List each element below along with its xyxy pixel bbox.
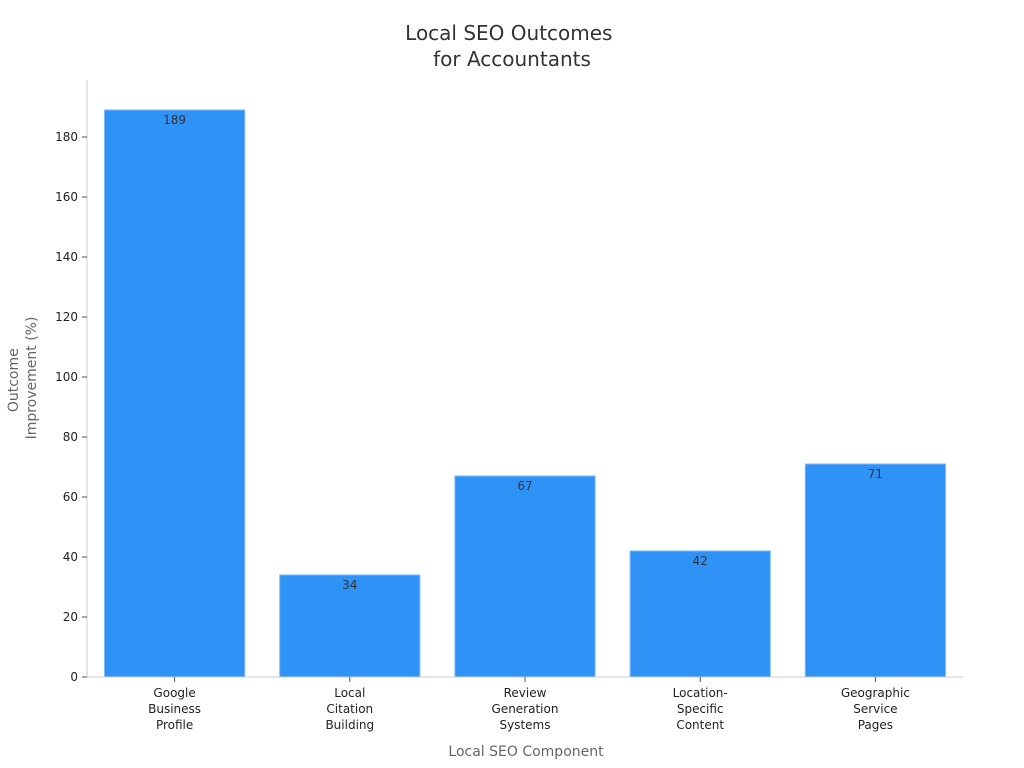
- x-tick-label-line: Pages: [858, 718, 893, 732]
- y-axis-title-line-2: Improvement (%): [24, 317, 40, 440]
- x-tick-label-line: Building: [325, 718, 374, 732]
- y-tick-label: 80: [63, 430, 78, 444]
- chart-title-line-1: Local SEO Outcomes: [405, 21, 612, 45]
- bar: [104, 109, 246, 678]
- y-axis-title-line-1: Outcome: [6, 348, 22, 412]
- x-ticks-group: Google Business Profile Local Citation Buildi…: [148, 677, 910, 732]
- x-tick-label-line: Generation: [492, 702, 559, 716]
- data-label: 42: [693, 554, 708, 568]
- x-tick-label-line: Review: [504, 686, 547, 700]
- data-label: 67: [517, 479, 532, 493]
- x-tick-label-line: Google: [153, 686, 195, 700]
- x-tick-label: Google Business Profile: [148, 686, 201, 732]
- y-tick-label: 60: [63, 490, 78, 504]
- svg-text:Outcome Improvement (%: Outcome Improvement (%): [6, 317, 40, 440]
- x-tick-label-line: Content: [676, 718, 724, 732]
- bar: [279, 574, 421, 678]
- x-tick-label-line: Geographic: [841, 686, 910, 700]
- bar: [804, 463, 946, 678]
- data-label: 34: [342, 578, 357, 592]
- x-tick-label-line: Service: [853, 702, 897, 716]
- y-tick-label: 20: [63, 610, 78, 624]
- y-tick-label: 180: [55, 130, 78, 144]
- x-tick-label-line: Profile: [156, 718, 193, 732]
- y-tick-label: 40: [63, 550, 78, 564]
- x-tick-label-line: Location-: [673, 686, 728, 700]
- x-axis-title: Local SEO Component: [448, 744, 604, 760]
- y-tick-label: 100: [55, 370, 78, 384]
- x-tick-label-line: Citation: [326, 702, 373, 716]
- x-tick-label: Geographic Service Pages: [841, 686, 910, 732]
- data-labels-group: 189 34 67 42 71: [163, 113, 883, 592]
- bars-group: [104, 109, 946, 678]
- bar: [454, 475, 596, 678]
- x-tick-label: Local Citation Building: [325, 686, 374, 732]
- y-tick-label: 160: [55, 190, 78, 204]
- x-tick-label-line: Local: [334, 686, 365, 700]
- chart-title-line-2: for Accountants: [433, 47, 591, 71]
- x-tick-label: Location- Specific Content: [673, 686, 728, 732]
- y-tick-label: 140: [55, 250, 78, 264]
- bar: [629, 550, 771, 678]
- chart-title: Local SEO Outcomes for Accountants: [405, 21, 619, 71]
- x-tick-label-line: Specific: [677, 702, 724, 716]
- y-tick-label: 0: [70, 670, 78, 684]
- y-ticks-group: 0 20 40 60 80 100 120 140 160 180: [55, 130, 87, 684]
- x-tick-label: Review Generation Systems: [492, 686, 559, 732]
- y-axis-title: Outcome Improvement (%): [6, 317, 40, 440]
- data-label: 71: [868, 467, 883, 481]
- x-tick-label-line: Systems: [500, 718, 551, 732]
- x-tick-label-line: Business: [148, 702, 201, 716]
- y-tick-label: 120: [55, 310, 78, 324]
- data-label: 189: [163, 113, 186, 127]
